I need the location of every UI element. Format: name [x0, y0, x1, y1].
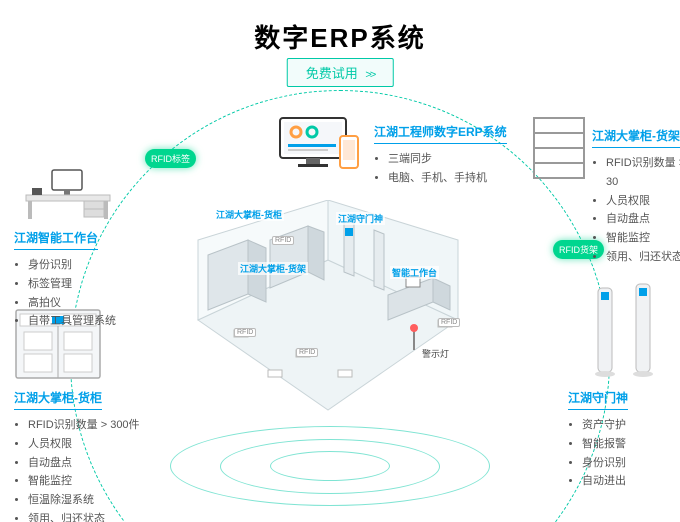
room-label-workbench: 智能工作台	[390, 266, 439, 279]
list-item: 电脑、手机、手持机	[388, 169, 534, 188]
list-item: 恒温除湿系统	[28, 491, 164, 510]
rfid-chip-icon: RFID	[272, 236, 294, 245]
room-label-gate: 江湖守门神	[336, 212, 385, 225]
list-item: 智能报警	[582, 435, 678, 454]
callout-shelf-title: 江湖大掌柜-货架	[592, 126, 680, 148]
list-item: 智能监控	[28, 472, 164, 491]
list-item: 自动盘点	[606, 210, 680, 229]
list-item: 三端同步	[388, 150, 534, 169]
list-item: 身份识别	[582, 454, 678, 473]
callout-gate-title: 江湖守门神	[568, 388, 628, 410]
list-item: 自动进出	[582, 472, 678, 491]
room-label-alarm: 警示灯	[420, 347, 451, 360]
list-item: 人员权限	[606, 192, 680, 211]
callout-gate: 江湖守门神 资产守护 智能报警 身份识别 自动进出	[568, 388, 678, 491]
isometric-room: 江湖大掌柜-货柜 江湖守门神 江湖大掌柜-货架 智能工作台 警示灯 RFID R…	[178, 200, 478, 430]
page-title: 数字ERP系统	[0, 18, 680, 55]
gate-icon	[592, 280, 662, 380]
list-item: 领用、归还状态	[606, 248, 680, 267]
shelf-icon	[532, 116, 586, 180]
list-item: RFID识别数量 > 30	[606, 154, 680, 191]
list-item: 自带工具管理系统	[28, 312, 144, 331]
room-label-cabinet: 江湖大掌柜-货柜	[214, 208, 284, 221]
free-trial-label: 免费试用	[306, 66, 358, 81]
free-trial-button[interactable]: 免费试用 >>	[287, 58, 394, 87]
callout-cabinet: 江湖大掌柜-货柜 RFID识别数量 > 300件 人员权限 自动盘点 智能监控 …	[14, 388, 164, 522]
room-label-shelf: 江湖大掌柜-货架	[238, 262, 308, 275]
list-item: 人员权限	[28, 435, 164, 454]
callout-shelf: 江湖大掌柜-货架 RFID识别数量 > 30 人员权限 自动盘点 智能监控 领用…	[592, 126, 680, 267]
callout-cabinet-title: 江湖大掌柜-货柜	[14, 388, 102, 410]
list-item: 标签管理	[28, 275, 144, 294]
callout-workbench-title: 江湖智能工作台	[14, 228, 98, 250]
list-item: 智能监控	[606, 229, 680, 248]
desk-icon	[22, 168, 114, 222]
list-item: 高拍仪	[28, 294, 144, 313]
badge-rfid-tag: RFID标签	[145, 149, 196, 168]
list-item: 自动盘点	[28, 454, 164, 473]
chevron-right-icon: >>	[365, 69, 374, 81]
list-item: 身份识别	[28, 256, 144, 275]
callout-workbench: 江湖智能工作台 身份识别 标签管理 高拍仪 自带工具管理系统	[14, 228, 144, 331]
rfid-chip-icon: RFID	[296, 348, 318, 357]
list-item: 领用、归还状态	[28, 510, 164, 522]
rfid-chip-icon: RFID	[438, 318, 460, 327]
rfid-chip-icon: RFID	[234, 328, 256, 337]
list-item: RFID识别数量 > 300件	[28, 416, 164, 435]
list-item: 资产守护	[582, 416, 678, 435]
callout-erp: 江湖工程师数字ERP系统 三端同步 电脑、手机、手持机	[374, 122, 534, 188]
computer-icon	[278, 116, 362, 176]
callout-erp-title: 江湖工程师数字ERP系统	[374, 122, 507, 144]
